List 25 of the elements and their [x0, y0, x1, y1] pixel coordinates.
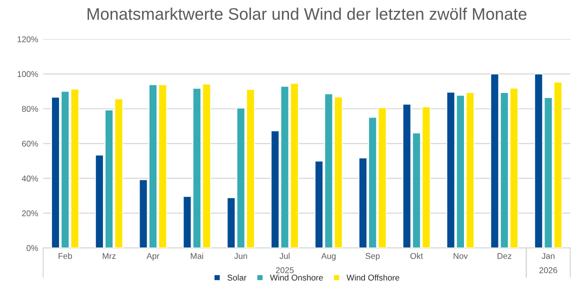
x-tick-label: Feb: [58, 252, 72, 259]
x-tick-label: Sep: [366, 253, 380, 261]
y-tick-label: 120%: [18, 36, 38, 42]
x-tick-label: Jun: [234, 253, 248, 259]
x-tick-label: Mai: [190, 252, 204, 259]
y-tick-label: 80%: [22, 106, 38, 112]
text: 2025: [276, 267, 294, 274]
legend-label: Solar: [228, 274, 246, 281]
x-tick-label: Mrz: [102, 253, 116, 259]
x-tick-label: Nov: [454, 253, 468, 259]
x-tick-label: Jul: [280, 252, 290, 259]
chart-title: Monatsmarktwerte Solar und Wind der letzten zwölf Monate: [88, 8, 526, 20]
y-tick-label: 40%: [22, 176, 38, 182]
x-tick-label: Okt: [410, 252, 423, 259]
x-tick-label: Dez: [498, 253, 512, 259]
legend-label: Wind Offshore: [346, 274, 400, 281]
text: 2026: [539, 267, 558, 274]
y-tick-label: 0%: [26, 245, 38, 252]
x-tick-label: Aug: [321, 253, 336, 261]
x-tick-label: Jan: [542, 253, 554, 259]
x-tick-label: Apr: [146, 253, 160, 261]
y-tick-label: 60%: [22, 140, 38, 147]
y-tick-label: 100%: [18, 71, 38, 78]
y-tick-label: 20%: [22, 210, 38, 216]
legend-label: Wind Onshore: [270, 274, 323, 281]
